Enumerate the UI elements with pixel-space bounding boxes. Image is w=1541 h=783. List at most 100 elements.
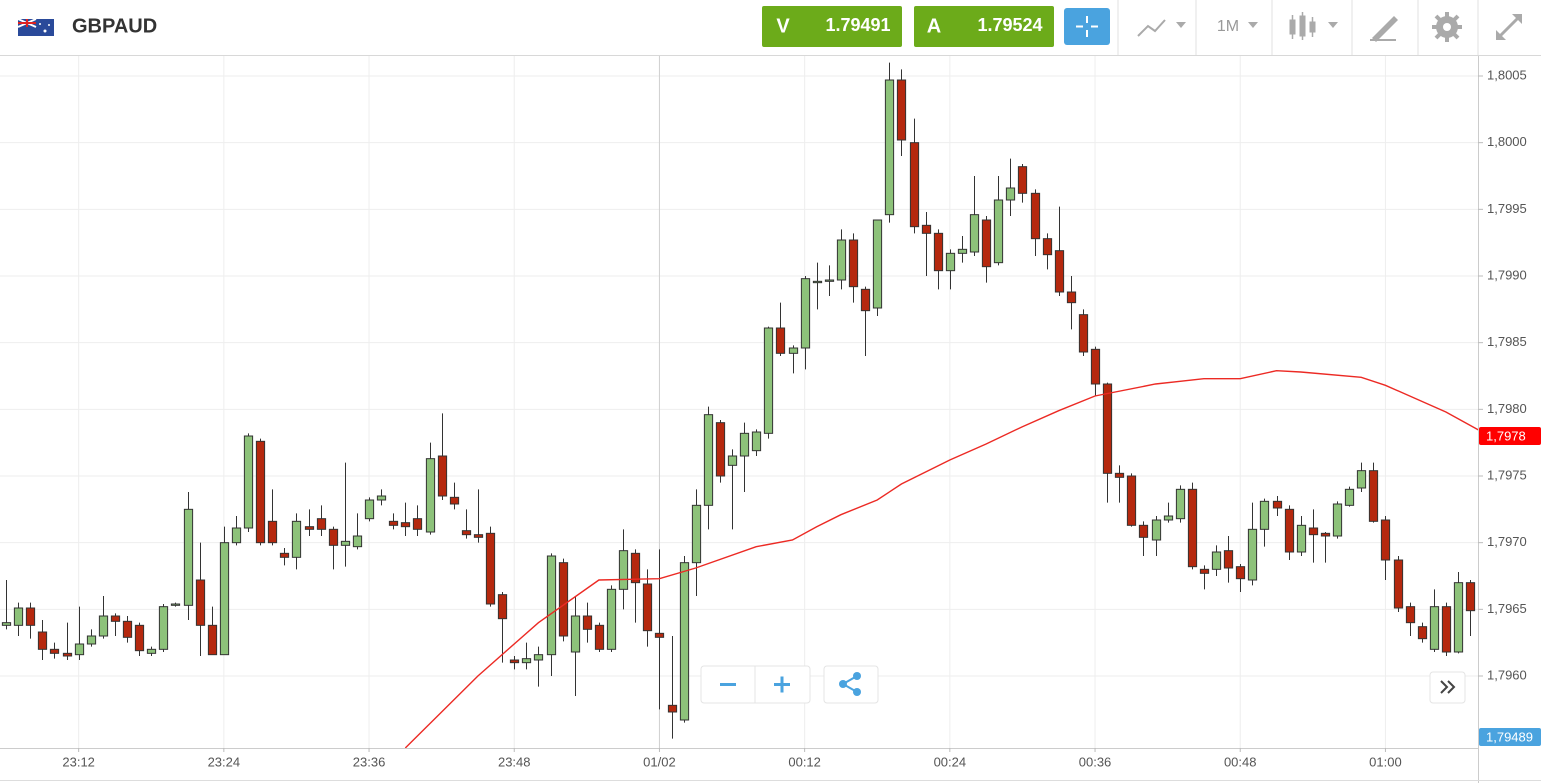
candle-body <box>1199 568 1210 574</box>
y-tick-label: 1,7975 <box>1487 467 1527 482</box>
candle-body <box>872 219 883 309</box>
candle-body <box>328 528 339 546</box>
x-tick-label: 00:24 <box>934 754 967 769</box>
candle-body <box>437 455 448 497</box>
candle-body <box>1017 166 1028 194</box>
candle-body <box>703 414 714 506</box>
x-tick-label: 23:36 <box>353 754 386 769</box>
buy-button[interactable]: A 1.79524 <box>914 6 1054 47</box>
timeframe: 1M <box>1217 18 1239 35</box>
x-tick-label: 23:24 <box>208 754 241 769</box>
crosshair-button[interactable] <box>1064 8 1110 45</box>
candle-body <box>1344 488 1355 506</box>
y-tick-label: 1,7995 <box>1487 201 1527 216</box>
candle-body <box>267 520 278 544</box>
candle-body <box>195 579 206 626</box>
chart-type-button[interactable] <box>1289 12 1338 40</box>
candle-body <box>1429 606 1440 650</box>
candle-body <box>945 252 956 272</box>
price-marker <box>1479 427 1541 445</box>
candle-body <box>1247 528 1258 581</box>
candle-body <box>1284 508 1295 553</box>
candle-body <box>1272 500 1283 509</box>
candle-body <box>933 232 944 272</box>
price-marker <box>1479 728 1541 746</box>
candle-body <box>1138 524 1149 538</box>
candle-body <box>461 530 472 536</box>
candle-body <box>606 588 617 650</box>
candle-body <box>134 624 145 652</box>
price-marker-label: 1,7978 <box>1486 428 1526 443</box>
zoom-in[interactable] <box>774 676 790 693</box>
candle-body <box>376 495 387 501</box>
candle-body <box>884 79 895 216</box>
candle-body <box>909 142 920 228</box>
buy-price: 1.79524 <box>977 15 1042 35</box>
candle-body <box>594 624 605 650</box>
candle-body <box>1211 551 1222 570</box>
draw-button[interactable] <box>1370 16 1398 42</box>
candle-body <box>1114 472 1125 478</box>
candle-body <box>679 562 690 721</box>
candle-body <box>715 422 726 477</box>
x-tick-label: 00:12 <box>788 754 821 769</box>
sell-button[interactable]: V 1.79491 <box>762 6 902 47</box>
candle-body <box>775 327 786 354</box>
candle-body <box>497 594 508 620</box>
x-tick-label: 01:00 <box>1369 754 1402 769</box>
candle-body <box>449 496 460 505</box>
candle-body <box>207 624 218 656</box>
candle-body <box>388 520 399 526</box>
y-tick-label: 1,7980 <box>1487 401 1527 416</box>
candle-body <box>146 648 157 654</box>
candle-body <box>170 603 181 606</box>
candle-body <box>1163 515 1174 521</box>
y-tick-label: 1,8005 <box>1487 67 1527 82</box>
candle-body <box>727 455 738 466</box>
candle-body <box>473 534 484 538</box>
candle-body <box>654 632 665 638</box>
candle-body <box>1320 532 1331 537</box>
timeframe-button[interactable]: 1M <box>1217 18 1258 35</box>
settings-button[interactable] <box>1432 12 1462 42</box>
candle-body <box>570 615 581 653</box>
candle-body <box>691 504 702 564</box>
sell-label: V <box>776 15 790 37</box>
sell-price: 1.79491 <box>825 15 890 35</box>
candle-body <box>1368 470 1379 522</box>
candle-body <box>1102 383 1113 474</box>
candle-body <box>1259 500 1270 530</box>
candle-body <box>122 620 133 638</box>
y-tick-label: 1,7985 <box>1487 334 1527 349</box>
candle-body <box>1066 291 1077 304</box>
candle-body <box>110 615 121 622</box>
share-box[interactable] <box>823 665 879 704</box>
candle-body <box>969 214 980 253</box>
candle-body <box>921 224 932 234</box>
x-tick-label: 23:48 <box>498 754 531 769</box>
fullscreen-button[interactable] <box>1496 14 1522 40</box>
candle-body <box>739 432 750 457</box>
y-tick-label: 1,7965 <box>1487 601 1527 616</box>
flag-icon <box>17 18 54 36</box>
x-tick-label: 23:12 <box>62 754 95 769</box>
candle-body <box>1187 488 1198 568</box>
x-tick-label: 01/02 <box>643 754 676 769</box>
scroll-end-icon <box>1440 680 1456 694</box>
candle-body <box>400 522 411 528</box>
candle-body <box>74 643 85 656</box>
candle-body <box>1005 187 1016 201</box>
candle-body <box>533 654 544 661</box>
candle-body <box>751 431 762 452</box>
candle-body <box>1405 606 1416 624</box>
candle-body <box>1356 470 1367 489</box>
indicator-button[interactable] <box>1137 19 1186 37</box>
candle-body <box>1042 238 1053 256</box>
candle-body <box>896 79 907 141</box>
candle-body <box>546 555 557 656</box>
candle-body <box>364 499 375 520</box>
candle-body <box>98 615 109 637</box>
share-icon <box>839 672 861 696</box>
toolbar-separators <box>1117 0 1479 55</box>
